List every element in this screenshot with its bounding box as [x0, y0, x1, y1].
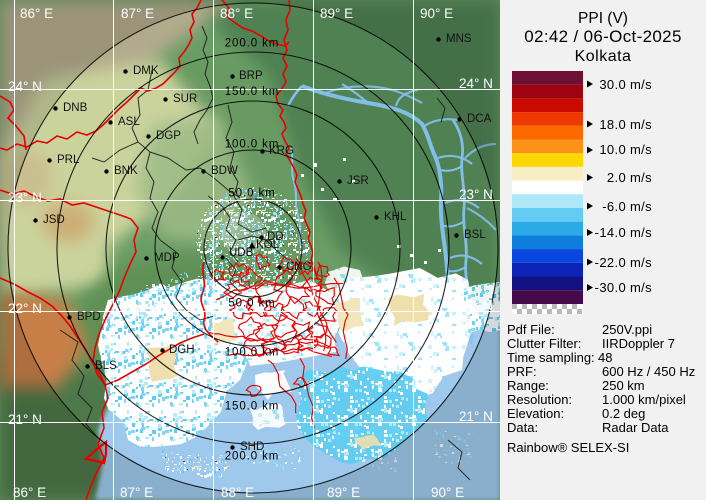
svg-text:MNS: MNS — [446, 33, 472, 45]
svg-text:24° N: 24° N — [459, 76, 493, 91]
svg-text:DNB: DNB — [63, 102, 88, 114]
svg-text:22° N: 22° N — [8, 301, 42, 316]
svg-text:-30.0 m/s: -30.0 m/s — [595, 280, 652, 295]
svg-text:0.2 deg: 0.2 deg — [602, 406, 645, 421]
svg-text:100.0 km: 100.0 km — [225, 347, 280, 359]
svg-text:UDB: UDB — [229, 247, 254, 259]
svg-text:250 km: 250 km — [602, 378, 645, 393]
svg-text:BNK: BNK — [114, 165, 138, 177]
svg-text:Range:: Range: — [507, 378, 549, 393]
svg-text:IIRDoppler 7: IIRDoppler 7 — [602, 336, 675, 351]
svg-text:BPD: BPD — [77, 311, 101, 323]
svg-text:90° E: 90° E — [420, 6, 453, 21]
svg-text:02:42 / 06-Oct-2025: 02:42 / 06-Oct-2025 — [524, 27, 681, 46]
svg-text:86° E: 86° E — [20, 6, 53, 21]
svg-text:KHL: KHL — [384, 211, 407, 223]
svg-text:CNG: CNG — [286, 261, 312, 273]
svg-text:87° E: 87° E — [120, 485, 153, 500]
svg-text:23° N: 23° N — [8, 190, 42, 205]
svg-text:PRL: PRL — [57, 154, 80, 166]
svg-text:Resolution:: Resolution: — [507, 392, 572, 407]
svg-text:22° N: 22° N — [459, 298, 493, 313]
svg-text:Clutter Filter:: Clutter Filter: — [507, 336, 581, 351]
svg-text:Rainbow® SELEX-SI: Rainbow® SELEX-SI — [507, 440, 629, 455]
svg-text:150.0 km: 150.0 km — [225, 401, 280, 413]
svg-text:21° N: 21° N — [459, 409, 493, 424]
svg-text:DGH: DGH — [169, 344, 195, 356]
svg-text:50.0 km: 50.0 km — [228, 298, 275, 310]
svg-text:KRG: KRG — [269, 145, 294, 157]
svg-text:18.0 m/s: 18.0 m/s — [599, 117, 652, 132]
svg-text:87° E: 87° E — [121, 6, 154, 21]
svg-text:88° E: 88° E — [220, 6, 253, 21]
svg-text:89° E: 89° E — [327, 485, 360, 500]
svg-text:Radar Data: Radar Data — [602, 420, 669, 435]
svg-text:86° E: 86° E — [13, 485, 46, 500]
svg-text:21° N: 21° N — [8, 412, 42, 427]
svg-text:BSL: BSL — [464, 229, 486, 241]
svg-text:100.0 km: 100.0 km — [225, 139, 280, 151]
svg-text:Pdf File:: Pdf File: — [507, 322, 555, 337]
svg-text:10.0 m/s: 10.0 m/s — [599, 142, 652, 157]
svg-text:250V.ppi: 250V.ppi — [602, 322, 652, 337]
svg-text:Elevation:: Elevation: — [507, 406, 564, 421]
svg-text:JSR: JSR — [347, 175, 369, 187]
svg-text:2.0 m/s: 2.0 m/s — [607, 170, 652, 185]
svg-text:-6.0 m/s: -6.0 m/s — [602, 199, 652, 214]
svg-text:89° E: 89° E — [320, 6, 353, 21]
svg-text:ASL: ASL — [118, 116, 140, 128]
svg-text:MDP: MDP — [154, 252, 180, 264]
svg-text:1.000 km/pixel: 1.000 km/pixel — [602, 392, 686, 407]
svg-text:JSD: JSD — [43, 214, 65, 226]
svg-text:BRP: BRP — [239, 70, 263, 82]
svg-text:Data:: Data: — [507, 420, 538, 435]
svg-text:DMK: DMK — [133, 65, 159, 77]
svg-text:BDW: BDW — [211, 165, 238, 177]
svg-text:200.0 km: 200.0 km — [225, 451, 280, 463]
svg-text:-14.0 m/s: -14.0 m/s — [595, 225, 652, 240]
svg-text:DCA: DCA — [467, 113, 492, 125]
svg-text:88° E: 88° E — [221, 485, 254, 500]
svg-text:50.0 km: 50.0 km — [228, 188, 275, 200]
svg-text:SHD: SHD — [240, 441, 264, 453]
svg-text:30.0 m/s: 30.0 m/s — [599, 77, 652, 92]
svg-text:600 Hz / 450 Hz: 600 Hz / 450 Hz — [602, 364, 695, 379]
svg-text:48: 48 — [598, 350, 612, 365]
svg-text:90° E: 90° E — [431, 485, 464, 500]
svg-text:23° N: 23° N — [459, 187, 493, 202]
svg-text:BLS: BLS — [95, 360, 117, 372]
svg-text:DGP: DGP — [156, 130, 181, 142]
svg-text:24° N: 24° N — [8, 79, 42, 94]
svg-text:Kolkata: Kolkata — [575, 48, 632, 65]
svg-text:200.0 km: 200.0 km — [225, 38, 280, 50]
svg-text:-22.0 m/s: -22.0 m/s — [595, 255, 652, 270]
svg-text:SUR: SUR — [173, 93, 197, 105]
svg-text:KOL: KOL — [256, 239, 280, 251]
svg-text:PRF:: PRF: — [507, 364, 537, 379]
svg-text:Time sampling:: Time sampling: — [507, 350, 595, 365]
svg-text:PPI (V): PPI (V) — [578, 10, 628, 27]
svg-text:150.0 km: 150.0 km — [225, 86, 280, 98]
svg-text:DD: DD — [267, 231, 284, 243]
